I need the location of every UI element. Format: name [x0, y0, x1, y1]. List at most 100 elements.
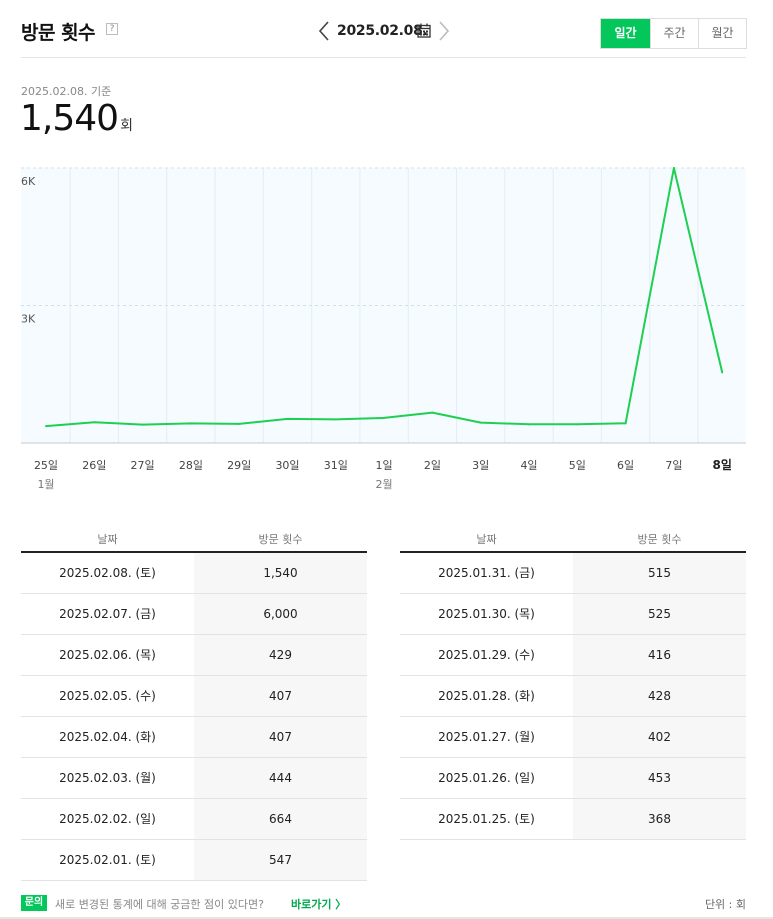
- row-visits: 407: [194, 716, 367, 758]
- row-visits: 525: [573, 593, 746, 635]
- row-visits: 429: [194, 634, 367, 676]
- table-row: 2025.01.27. (월) 402: [400, 716, 746, 758]
- y-tick-label: 6K: [21, 175, 36, 188]
- row-visits: 402: [573, 716, 746, 758]
- row-date: 2025.02.03. (월): [21, 757, 194, 799]
- visits-table-left: 날짜 방문 횟수 2025.02.08. (토) 1,540 2025.02.07.…: [21, 526, 367, 881]
- tab-weekly[interactable]: 주간: [650, 19, 698, 48]
- page-header: 방문 횟수 ? 2025.02.08. 일간 주간 월간: [21, 14, 747, 58]
- row-visits: 444: [194, 757, 367, 799]
- x-tick-label: 2일: [424, 458, 441, 472]
- data-point: [189, 422, 192, 425]
- data-point: [479, 421, 482, 424]
- data-point: [721, 371, 724, 374]
- visits-line-chart: 3K 6K 25일 26일 27일 28일 29일 30일 31일 1일 2일 3일 4일 5일 6일 7일 8…: [21, 167, 746, 491]
- x-tick-label: 31일: [324, 458, 348, 472]
- x-tick-label: 27일: [131, 458, 155, 472]
- data-point: [286, 417, 289, 420]
- row-visits: 664: [194, 798, 367, 840]
- data-point: [576, 423, 579, 426]
- row-date: 2025.02.01. (토): [21, 839, 194, 881]
- row-date: 2025.01.28. (화): [400, 675, 573, 717]
- row-date: 2025.01.27. (월): [400, 716, 573, 758]
- table-row: 2025.02.05. (수) 407: [21, 675, 367, 717]
- row-visits: 453: [573, 757, 746, 799]
- row-visits: 1,540: [194, 552, 367, 594]
- data-point: [45, 425, 47, 428]
- x-tick-label: 4일: [520, 458, 537, 472]
- total-value: 1,540: [20, 98, 119, 139]
- row-visits: 6,000: [194, 593, 367, 635]
- row-date: 2025.02.06. (목): [21, 634, 194, 676]
- data-point: [383, 416, 386, 419]
- current-date: 2025.02.08.: [337, 23, 428, 39]
- row-date: 2025.01.25. (토): [400, 798, 573, 840]
- table-row: 2025.01.28. (화) 428: [400, 675, 746, 717]
- column-header-visits: 방문 횟수: [573, 526, 746, 553]
- data-point: [431, 411, 434, 414]
- table-row: 2025.02.01. (토) 547: [21, 839, 367, 881]
- x-month-label: 2월: [376, 478, 393, 491]
- row-visits: 407: [194, 675, 367, 717]
- calendar-icon[interactable]: [417, 23, 431, 38]
- table-row: 2025.02.04. (화) 407: [21, 716, 367, 758]
- row-visits: 547: [194, 839, 367, 881]
- help-icon[interactable]: ?: [106, 23, 118, 35]
- table-row: 2025.01.26. (일) 453: [400, 757, 746, 799]
- inquiry-text: 새로 변경된 통계에 대해 궁금한 점이 있다면?: [55, 898, 264, 911]
- period-toggle: 일간 주간 월간: [600, 18, 747, 49]
- row-date: 2025.01.31. (금): [400, 552, 573, 594]
- x-tick-label: 3일: [472, 458, 489, 472]
- data-point: [334, 418, 337, 421]
- table-row: 2025.01.31. (금) 515: [400, 552, 746, 594]
- table-row: 2025.02.08. (토) 1,540: [21, 552, 367, 594]
- row-date: 2025.02.02. (일): [21, 798, 194, 840]
- table-row: 2025.01.25. (토) 368: [400, 798, 746, 840]
- x-tick-label: 8일: [713, 458, 732, 472]
- total-unit: 회: [120, 118, 133, 134]
- table-row: 2025.02.02. (일) 664: [21, 798, 367, 840]
- x-tick-label: 5일: [569, 458, 586, 472]
- table-row: 2025.01.30. (목) 525: [400, 593, 746, 635]
- shortcut-link[interactable]: 바로가기 〉: [291, 898, 347, 911]
- total-visits: 1,540 회: [20, 98, 133, 139]
- table-row: 2025.02.03. (월) 444: [21, 757, 367, 799]
- data-point: [93, 421, 96, 424]
- x-tick-label: 28일: [179, 458, 203, 472]
- chevron-right-icon[interactable]: [437, 20, 451, 42]
- page-footer: 문의 새로 변경된 통계에 대해 궁금한 점이 있다면? 바로가기 〉 단위 :…: [21, 893, 746, 915]
- x-month-label: 1월: [37, 478, 54, 491]
- data-point: [141, 423, 144, 426]
- data-point: [624, 422, 627, 425]
- row-date: 2025.02.04. (화): [21, 716, 194, 758]
- row-date: 2025.01.30. (목): [400, 593, 573, 635]
- tab-monthly[interactable]: 월간: [698, 19, 746, 48]
- column-header-visits: 방문 횟수: [194, 526, 367, 553]
- data-point: [238, 422, 241, 425]
- table-row: 2025.01.29. (수) 416: [400, 634, 746, 676]
- table-row: 2025.02.06. (목) 429: [21, 634, 367, 676]
- basis-date: 2025.02.08. 기준: [21, 85, 112, 98]
- y-tick-label: 3K: [21, 313, 36, 326]
- x-tick-label: 30일: [275, 458, 299, 472]
- row-date: 2025.02.08. (토): [21, 552, 194, 594]
- inquiry-badge: 문의: [21, 895, 47, 911]
- row-visits: 515: [573, 552, 746, 594]
- chevron-left-icon[interactable]: [317, 20, 331, 42]
- column-header-date: 날짜: [21, 526, 194, 553]
- row-date: 2025.01.29. (수): [400, 634, 573, 676]
- x-tick-label: 6일: [617, 458, 634, 472]
- x-tick-label: 26일: [82, 458, 106, 472]
- row-date: 2025.01.26. (일): [400, 757, 573, 799]
- x-tick-label: 1일: [376, 458, 393, 472]
- column-header-date: 날짜: [400, 526, 573, 553]
- x-tick-label: 7일: [665, 458, 682, 472]
- row-date: 2025.02.07. (금): [21, 593, 194, 635]
- row-date: 2025.02.05. (수): [21, 675, 194, 717]
- tab-daily[interactable]: 일간: [601, 19, 650, 48]
- row-visits: 428: [573, 675, 746, 717]
- row-visits: 368: [573, 798, 746, 840]
- unit-note: 단위 : 회: [704, 898, 746, 911]
- bottom-divider: [0, 917, 773, 919]
- data-point: [528, 423, 530, 426]
